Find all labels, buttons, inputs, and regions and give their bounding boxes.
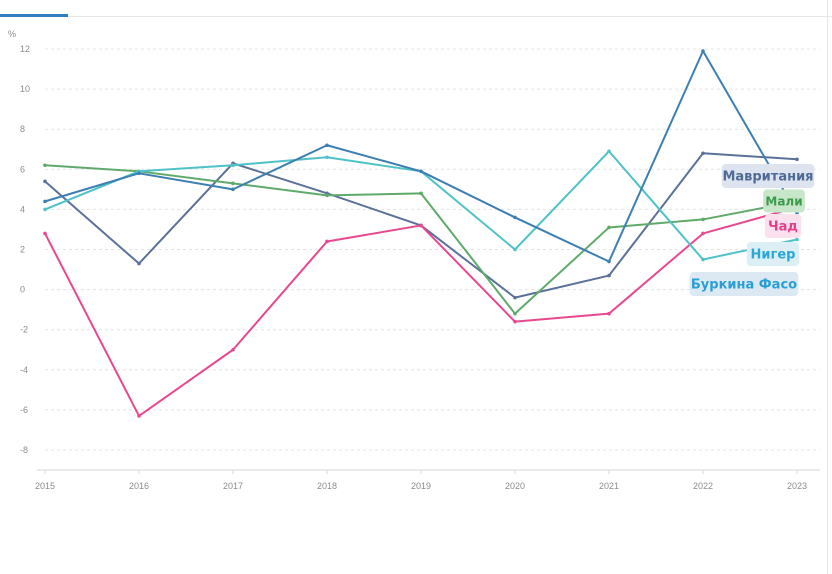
- series-label-0[interactable]: Мавритания: [721, 164, 815, 188]
- data-point: [43, 231, 47, 236]
- series-label-2[interactable]: Чад: [764, 214, 802, 238]
- data-point: [701, 217, 705, 222]
- data-point: [419, 223, 423, 228]
- series-label-background: [746, 242, 800, 266]
- data-point: [701, 257, 705, 262]
- data-point: [325, 193, 329, 198]
- y-tick-label: 8: [20, 124, 25, 134]
- data-point: [607, 149, 611, 154]
- y-tick-label: 10: [20, 84, 30, 94]
- data-point: [137, 414, 141, 418]
- series-label-background: [689, 272, 799, 296]
- series-label-text: Нигер: [751, 248, 796, 263]
- x-tick-label: 2018: [317, 481, 337, 491]
- data-point: [795, 237, 799, 242]
- data-point: [325, 143, 329, 148]
- y-tick-label: -8: [20, 445, 28, 455]
- series-label-3[interactable]: Нигер: [746, 242, 800, 266]
- series-line-1: [44, 164, 798, 315]
- y-axis-unit-label: %: [8, 29, 16, 39]
- tab-bar-divider: [0, 16, 832, 17]
- data-point: [701, 151, 705, 156]
- y-tick-label: -4: [20, 365, 28, 375]
- chart-series-lines: [43, 49, 799, 418]
- data-point: [701, 231, 705, 236]
- data-point: [419, 191, 423, 196]
- active-tab-indicator[interactable]: [0, 14, 68, 17]
- data-point: [231, 181, 235, 186]
- data-point: [513, 319, 517, 324]
- data-point: [231, 163, 235, 168]
- data-point: [325, 239, 329, 244]
- data-point: [231, 347, 235, 352]
- series-label-text: Чад: [768, 220, 798, 235]
- x-axis-tick-labels: 2015 2016 2017 2018 2019 2020 2021 2022 2023: [35, 470, 807, 491]
- series-label-text: Буркина Фасо: [691, 278, 797, 293]
- series-label-background: [764, 214, 802, 238]
- x-tick-label: 2020: [505, 481, 525, 491]
- data-point: [513, 295, 517, 300]
- data-point: [513, 247, 517, 252]
- data-point: [43, 199, 47, 204]
- data-point: [43, 179, 47, 184]
- series-label-4[interactable]: Буркина Фасо: [689, 272, 799, 296]
- data-point: [607, 259, 611, 264]
- chart-grid: [37, 48, 820, 471]
- x-tick-label: 2017: [223, 481, 243, 491]
- data-point: [607, 311, 611, 316]
- x-tick-label: 2015: [35, 481, 55, 491]
- series-label-text: Мавритания: [722, 170, 813, 185]
- y-tick-label: 6: [20, 164, 25, 174]
- x-tick-label: 2016: [129, 481, 149, 491]
- series-label-text: Мали: [765, 194, 802, 208]
- series-line-4: [44, 50, 798, 263]
- x-tick-label: 2021: [599, 481, 619, 491]
- y-tick-label: 0: [20, 285, 25, 295]
- data-point: [43, 207, 47, 212]
- series-end-labels[interactable]: Мавритания Мали Чад Нигер Буркина Фасо: [689, 164, 815, 296]
- data-point: [701, 49, 705, 53]
- data-point: [325, 155, 329, 160]
- y-axis-tick-labels: 12 10 8 6 4 2 0 -2 -4 -6 -8: [20, 44, 30, 455]
- y-tick-label: 12: [20, 44, 30, 54]
- data-point: [43, 163, 47, 168]
- data-point: [513, 215, 517, 220]
- data-point: [513, 311, 517, 316]
- series-label-1[interactable]: Мали: [763, 189, 805, 213]
- panel-right-border: [827, 0, 828, 574]
- series-label-background: [763, 189, 805, 213]
- data-point: [419, 169, 423, 174]
- data-point: [795, 157, 799, 162]
- y-tick-label: 2: [20, 245, 25, 255]
- data-point: [607, 225, 611, 230]
- x-tick-label: 2022: [693, 481, 713, 491]
- data-point: [137, 261, 141, 266]
- x-tick-label: 2019: [411, 481, 431, 491]
- y-tick-label: -2: [20, 325, 28, 335]
- x-tick-label: 2023: [787, 481, 807, 491]
- data-point: [607, 273, 611, 278]
- series-label-background: [721, 164, 815, 188]
- y-tick-label: -6: [20, 405, 28, 415]
- data-point: [137, 171, 141, 176]
- y-tick-label: 4: [20, 204, 25, 214]
- data-point: [231, 187, 235, 192]
